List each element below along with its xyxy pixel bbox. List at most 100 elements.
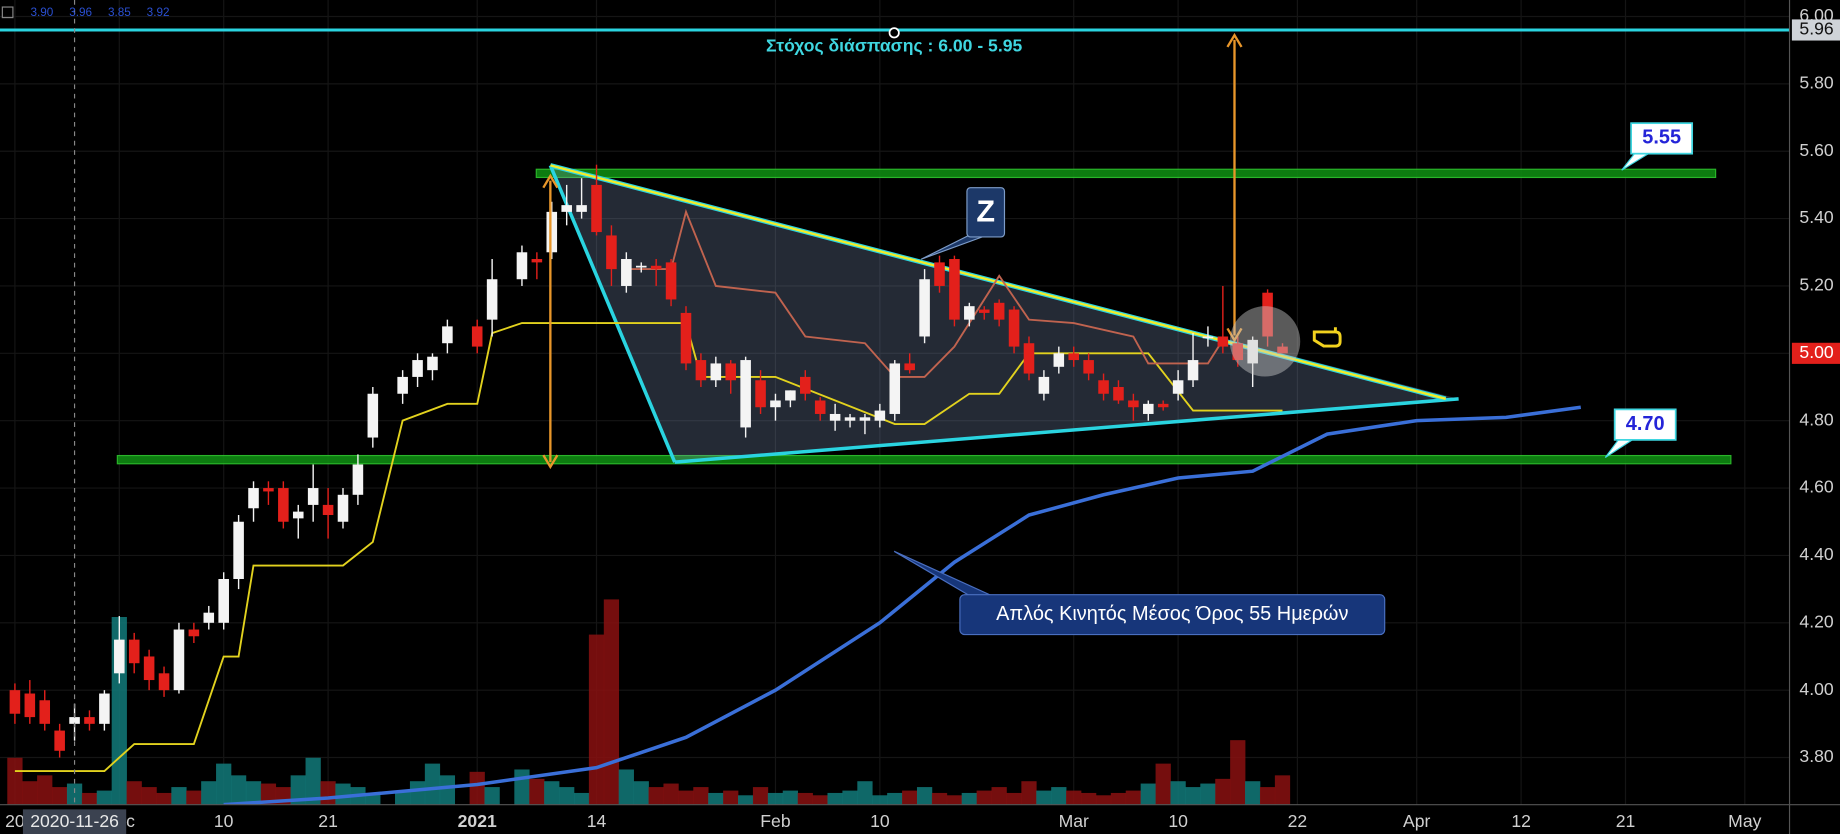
candle-body	[1172, 380, 1184, 394]
volume-bar	[320, 781, 336, 805]
candle-body	[442, 326, 453, 344]
volume-bar	[961, 792, 977, 805]
volume-bar	[141, 787, 157, 805]
volume-bar	[1259, 787, 1276, 805]
level-band	[116, 454, 1732, 465]
volume-bar	[201, 781, 217, 805]
candle-body	[725, 363, 737, 381]
volume-bar	[1051, 787, 1067, 805]
volume-bar	[230, 775, 247, 805]
candle-body	[785, 390, 796, 401]
arrow-head	[542, 454, 559, 470]
level-label: 4.70	[1626, 413, 1665, 435]
volume-bar	[156, 792, 172, 805]
callout-box	[966, 187, 1006, 238]
ohlc-readout: 3.90	[31, 6, 54, 19]
candle-body	[1187, 360, 1199, 381]
candle-body	[770, 400, 781, 408]
grid	[0, 0, 1790, 805]
plot-area	[0, 28, 1790, 805]
x-tick-label: 10	[870, 811, 890, 831]
volume-bar	[976, 790, 992, 805]
candle-body	[1143, 403, 1154, 414]
candle-body	[978, 309, 990, 313]
candle-body	[800, 376, 811, 394]
volume-bar	[1245, 781, 1261, 805]
candle-body	[859, 417, 871, 421]
triangle-edge	[548, 164, 677, 463]
candle-body	[427, 356, 438, 371]
candle-body	[307, 488, 319, 505]
volume-bar	[1095, 795, 1112, 805]
volume-bar	[1200, 783, 1216, 805]
volume-bar	[752, 787, 769, 805]
candle-body	[203, 612, 215, 623]
x-tick-label: May	[1728, 811, 1761, 831]
y-tick-label: 5.20	[1799, 275, 1833, 295]
highlight-circle	[1229, 306, 1301, 377]
y-tick-label: 5.60	[1799, 140, 1833, 160]
volume-bar	[573, 792, 590, 805]
volume-bar	[22, 781, 38, 805]
candle-body	[650, 265, 662, 270]
volume-bar	[1021, 781, 1037, 805]
volume-bar	[723, 790, 739, 805]
candle-body	[621, 259, 632, 286]
price-badge-label: 5.00	[1799, 342, 1833, 362]
y-tick-label: 4.60	[1799, 477, 1833, 497]
volume-bar	[1066, 790, 1082, 805]
x-tick-label: Apr	[1403, 811, 1431, 831]
candle-body	[99, 693, 110, 724]
volume-bar	[1036, 790, 1052, 805]
x-tick-label: 21	[1616, 811, 1636, 831]
volume-bar	[872, 795, 888, 805]
candle-body	[874, 410, 886, 421]
volume-bar	[171, 787, 187, 805]
x-tick-label: 14	[587, 811, 607, 831]
candle-body	[173, 629, 185, 691]
candle-body	[412, 360, 423, 377]
volume-bar	[484, 787, 500, 805]
level-label: 5.55	[1642, 127, 1681, 149]
crosshair-date: 2020-11-26	[30, 811, 119, 831]
candle-body	[576, 205, 587, 212]
callout-box	[1630, 122, 1694, 155]
x-tick-label: Mar	[1059, 811, 1089, 831]
price-badge-label: 5.96	[1799, 19, 1833, 39]
candle-body	[1157, 403, 1169, 408]
volume-bar	[797, 792, 813, 805]
candle-body	[680, 312, 692, 364]
volume-bar	[96, 790, 113, 805]
volume-bar	[335, 783, 351, 805]
y-tick-label: 5.80	[1799, 73, 1833, 93]
x-tick-label: 10	[1168, 811, 1188, 831]
candle-body	[322, 504, 334, 516]
candle-body	[710, 363, 722, 381]
volume-bar	[559, 787, 575, 805]
crosshair-date-box	[22, 809, 127, 834]
candle-body	[233, 521, 244, 580]
candle-body	[934, 262, 945, 286]
volume-bar	[290, 775, 306, 805]
volume-bar	[991, 787, 1007, 805]
volume-bar	[514, 769, 530, 805]
candle-body	[1068, 353, 1080, 361]
sma-label: Απλός Κινητός Μέσος Όρος 55 Ημερών	[996, 603, 1348, 625]
candle-body	[188, 629, 200, 637]
volume-bar	[409, 781, 426, 805]
candle-body	[1038, 376, 1050, 394]
volume-bar	[1140, 783, 1156, 805]
callout-box	[1613, 408, 1677, 441]
candle-body	[397, 376, 408, 394]
pattern-label: Z	[976, 195, 995, 229]
candle-body	[218, 579, 229, 623]
candle-body	[829, 413, 841, 421]
volume-bar	[1274, 775, 1291, 805]
volume-bar	[395, 790, 411, 805]
volume-bar	[7, 757, 23, 805]
candle-body	[1232, 343, 1244, 361]
candle-body	[1247, 339, 1258, 364]
y-tick-label: 4.40	[1799, 544, 1833, 564]
